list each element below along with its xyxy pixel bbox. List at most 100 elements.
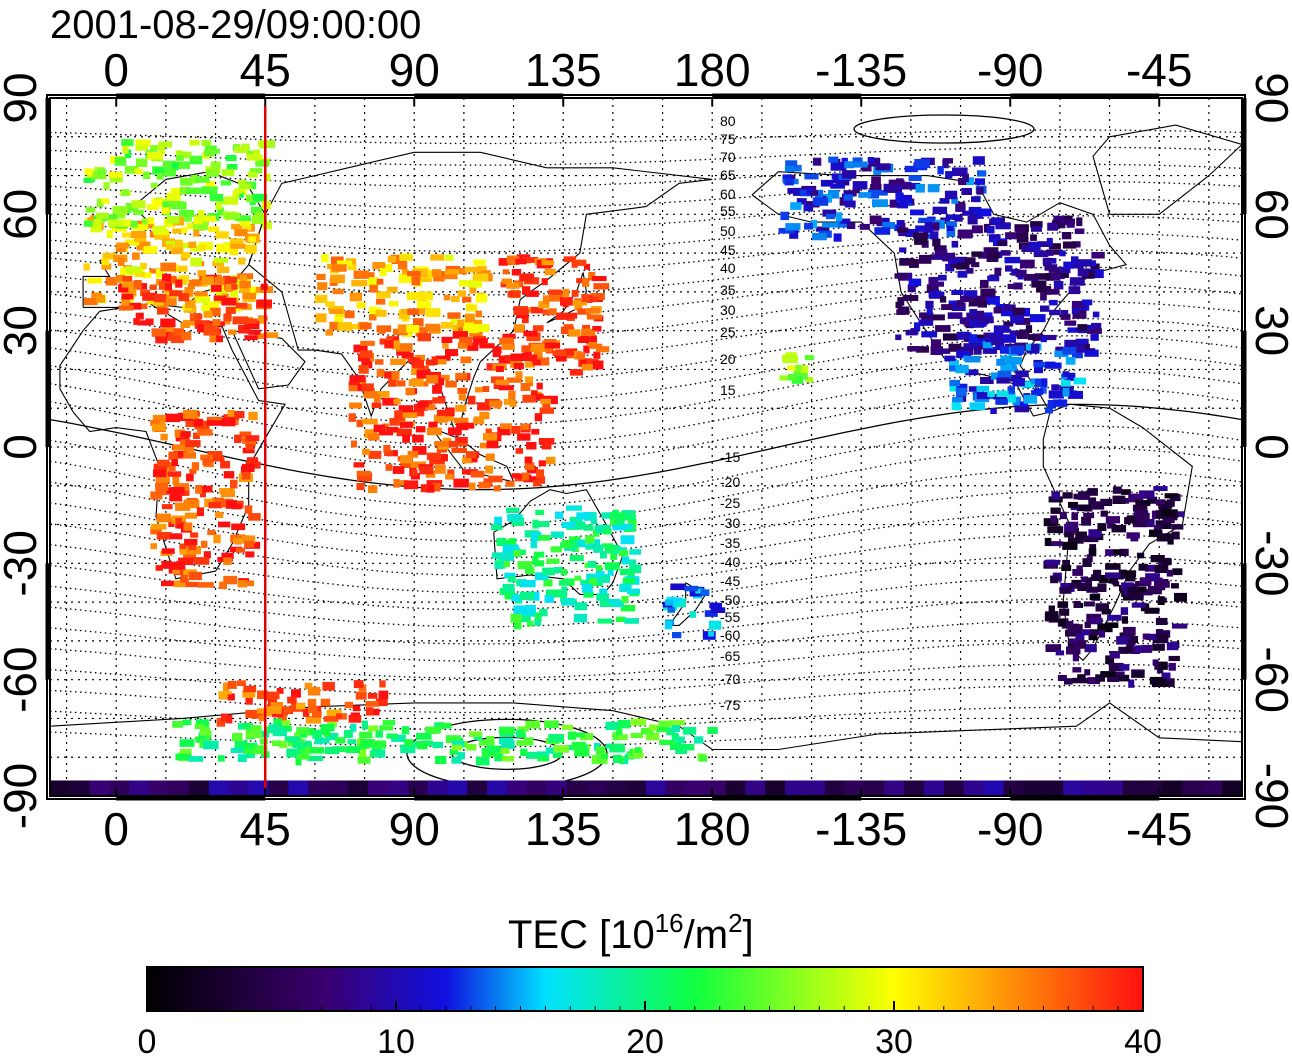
tec-pixel xyxy=(172,721,184,728)
tec-pixel xyxy=(566,505,582,511)
tec-pixel xyxy=(330,256,344,264)
right-latitude-tick-label: -60 xyxy=(1246,646,1292,712)
tec-pixel xyxy=(320,698,331,707)
tec-pixel xyxy=(1076,259,1093,267)
tec-pixel xyxy=(878,190,888,196)
tec-pixel xyxy=(455,436,468,444)
contour-line xyxy=(50,555,1242,611)
tec-pixel xyxy=(566,780,587,796)
tec-pixel xyxy=(375,309,387,317)
tec-pixel xyxy=(937,166,944,175)
tec-pixel xyxy=(134,271,146,278)
tec-pixel xyxy=(659,739,675,745)
tec-pixel xyxy=(1047,222,1059,231)
tec-pixel xyxy=(806,187,813,195)
tec-pixel xyxy=(418,291,433,300)
tec-pixel xyxy=(615,616,626,622)
tec-pixel xyxy=(184,287,194,296)
tec-pixel xyxy=(1113,674,1130,682)
tec-pixel xyxy=(418,307,426,315)
tec-pixel xyxy=(323,716,339,722)
tec-pixel xyxy=(548,289,563,295)
tec-pixel xyxy=(624,618,639,624)
tec-pixel xyxy=(597,618,613,624)
tec-pixel xyxy=(656,725,669,733)
tec-pixel xyxy=(517,726,529,732)
tec-pixel xyxy=(540,398,551,404)
tec-pixel xyxy=(444,413,454,422)
tec-pixel xyxy=(522,257,539,263)
tec-pixel xyxy=(246,150,255,157)
colorbar-tick-label: 30 xyxy=(875,1023,913,1057)
left-latitude-tick-label: -60 xyxy=(0,646,46,712)
tec-pixel xyxy=(147,151,163,160)
tec-pixel xyxy=(1120,607,1129,615)
tec-pixel xyxy=(989,333,1002,342)
tec-pixel xyxy=(1152,643,1165,651)
tec-pixel xyxy=(443,294,451,301)
tec-pixel xyxy=(392,466,405,474)
tec-pixel xyxy=(1088,269,1104,279)
bottom-longitude-tick-label: 180 xyxy=(674,803,751,855)
tec-pixel xyxy=(189,468,197,474)
tec-pixel xyxy=(1122,626,1136,636)
tec-pixel xyxy=(432,384,443,394)
tec-pixel xyxy=(361,383,374,392)
tec-pixel xyxy=(215,201,222,210)
right-latitude-tick-label: -90 xyxy=(1246,763,1292,829)
tec-pixel xyxy=(434,441,449,447)
tec-pixel xyxy=(956,300,965,307)
tec-pixel xyxy=(221,169,235,177)
tec-pixel xyxy=(995,304,1010,313)
tec-pixel xyxy=(220,490,235,498)
tec-pixel xyxy=(101,258,109,266)
tec-pixel xyxy=(146,204,159,210)
tec-pixel xyxy=(830,183,845,189)
tec-pixel xyxy=(620,605,636,612)
tec-pixel xyxy=(477,402,491,411)
tec-pixel xyxy=(170,562,186,570)
tec-pixel xyxy=(190,257,202,267)
tec-pixel xyxy=(121,297,130,306)
tec-pixel xyxy=(87,277,102,284)
tec-pixel xyxy=(122,280,133,288)
contour-label: 55 xyxy=(720,203,736,219)
tec-pixel xyxy=(579,733,594,741)
tec-pixel xyxy=(1049,611,1059,619)
tec-pixel xyxy=(574,749,590,757)
tec-pixel xyxy=(1156,533,1173,542)
tec-pixel xyxy=(173,580,186,588)
tec-pixel xyxy=(544,268,556,276)
tec-pixel xyxy=(1097,523,1107,531)
tec-pixel xyxy=(465,313,475,323)
tec-pixel xyxy=(1035,378,1047,387)
tec-pixel xyxy=(284,736,300,743)
tec-pixel xyxy=(469,285,477,294)
tec-pixel xyxy=(789,164,802,172)
tec-pixel xyxy=(532,556,539,564)
tec-pixel xyxy=(986,226,995,234)
tec-pixel xyxy=(201,276,214,285)
tec-pixel xyxy=(186,187,202,194)
tec-pixel xyxy=(476,270,491,276)
tec-pixel xyxy=(186,223,193,230)
tec-pixel xyxy=(360,739,375,748)
tec-pixel xyxy=(1137,586,1147,593)
tec-pixel xyxy=(976,385,990,392)
tec-pixel xyxy=(1020,259,1035,269)
tec-pixel xyxy=(572,300,587,306)
tec-pixel xyxy=(258,715,266,722)
tec-pixel xyxy=(1136,552,1145,559)
tec-pixel xyxy=(507,576,516,583)
tec-pixel xyxy=(367,277,380,286)
tec-pixel xyxy=(1067,327,1083,333)
tec-pixel xyxy=(435,359,447,365)
tec-pixel xyxy=(249,168,263,174)
tec-pixel xyxy=(955,404,962,411)
tec-pixel xyxy=(571,261,578,268)
tec-pixel xyxy=(1084,644,1097,653)
tec-pixel xyxy=(325,329,333,336)
tec-pixel xyxy=(852,157,863,163)
tec-pixel xyxy=(213,257,229,263)
tec-pixel xyxy=(231,504,242,510)
